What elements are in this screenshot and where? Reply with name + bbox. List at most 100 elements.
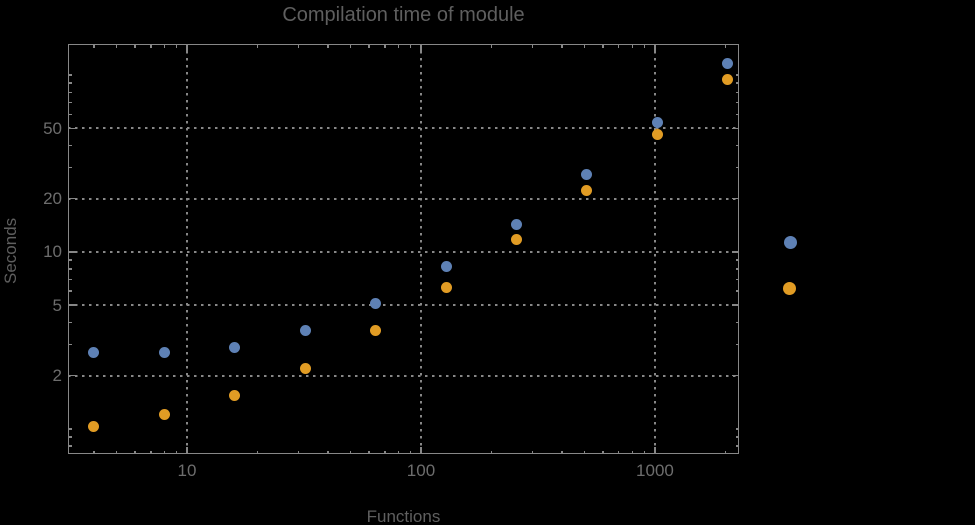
x-tick xyxy=(420,447,422,454)
data-point xyxy=(511,218,523,230)
y-tick-label: 20 xyxy=(43,189,62,209)
y-tick xyxy=(735,445,739,447)
y-tick xyxy=(68,166,72,169)
y-tick xyxy=(68,374,75,377)
data-point xyxy=(158,408,170,420)
data-point xyxy=(651,116,663,128)
x-tick xyxy=(134,450,136,454)
y-tick xyxy=(68,321,72,324)
v-gridline xyxy=(653,44,656,454)
h-gridline xyxy=(68,250,739,253)
x-tick xyxy=(175,44,178,48)
h-gridline xyxy=(68,304,739,307)
x-tick xyxy=(186,44,188,51)
y-tick xyxy=(735,343,739,346)
x-tick xyxy=(397,44,400,48)
x-tick xyxy=(561,44,563,48)
data-point xyxy=(722,57,734,69)
x-tick xyxy=(163,450,166,454)
y-tick xyxy=(735,91,739,94)
x-tick xyxy=(115,450,118,454)
data-point xyxy=(722,73,734,85)
x-tick xyxy=(409,44,412,48)
y-tick xyxy=(732,304,739,306)
v-gridline xyxy=(419,44,422,454)
y-tick xyxy=(735,113,739,116)
orange-series-marker xyxy=(782,281,796,295)
x-tick xyxy=(724,44,727,48)
x-tick xyxy=(602,44,604,48)
data-point xyxy=(581,169,593,181)
y-tick xyxy=(68,268,72,270)
x-tick xyxy=(297,44,300,48)
y-tick xyxy=(68,304,75,306)
data-point xyxy=(440,260,452,272)
x-tick xyxy=(186,447,188,454)
y-tick xyxy=(735,74,739,76)
y-tick xyxy=(68,251,75,253)
x-tick xyxy=(643,44,646,48)
x-tick xyxy=(368,450,370,454)
h-gridline xyxy=(68,197,739,200)
y-tick xyxy=(735,166,739,169)
x-tick xyxy=(631,450,634,454)
data-point xyxy=(229,341,241,353)
y-tick xyxy=(735,144,739,147)
x-tick xyxy=(256,44,259,48)
y-tick xyxy=(735,278,739,281)
x-tick xyxy=(420,44,422,51)
x-tick xyxy=(724,450,727,454)
data-point xyxy=(511,233,523,245)
x-tick xyxy=(490,450,493,454)
x-tick xyxy=(115,44,118,48)
y-tick xyxy=(735,428,739,430)
y-tick-label: 50 xyxy=(43,118,62,138)
blue-series-marker xyxy=(783,235,797,249)
data-point xyxy=(370,298,382,310)
y-tick xyxy=(732,251,739,253)
x-tick xyxy=(602,450,604,454)
y-tick xyxy=(68,91,72,94)
x-tick xyxy=(297,450,300,454)
x-tick-label: 10 xyxy=(177,461,197,480)
y-tick-label: 5 xyxy=(52,295,62,315)
y-tick xyxy=(735,321,739,324)
x-tick xyxy=(561,450,563,454)
x-tick xyxy=(327,44,329,48)
y-tick xyxy=(735,268,739,270)
x-tick xyxy=(643,450,646,454)
x-tick xyxy=(654,447,656,454)
y-tick xyxy=(68,428,72,430)
v-gridline xyxy=(186,44,188,454)
y-tick xyxy=(735,290,739,292)
x-tick xyxy=(327,450,329,454)
y-tick-label: 2 xyxy=(52,366,62,386)
y-tick xyxy=(732,374,739,377)
y-tick xyxy=(68,197,75,200)
x-tick xyxy=(93,450,95,454)
chart-title: Compilation time of module xyxy=(282,4,525,26)
y-tick xyxy=(68,290,72,292)
y-tick xyxy=(68,82,72,84)
x-tick xyxy=(134,44,136,48)
x-tick xyxy=(150,44,152,48)
x-tick xyxy=(175,450,178,454)
x-tick xyxy=(490,44,493,48)
y-tick-label: 10 xyxy=(43,242,62,262)
x-tick xyxy=(583,44,586,48)
x-tick xyxy=(349,44,352,48)
y-tick xyxy=(735,101,739,104)
x-tick xyxy=(531,44,534,48)
y-tick xyxy=(68,127,75,130)
x-tick xyxy=(531,450,534,454)
data-point xyxy=(299,362,311,374)
x-tick xyxy=(654,44,656,51)
y-tick xyxy=(68,101,72,104)
x-tick xyxy=(163,44,166,48)
y-tick xyxy=(68,74,72,76)
y-tick xyxy=(68,144,72,147)
data-point xyxy=(88,347,100,358)
x-tick xyxy=(256,450,259,454)
y-tick xyxy=(735,259,739,261)
